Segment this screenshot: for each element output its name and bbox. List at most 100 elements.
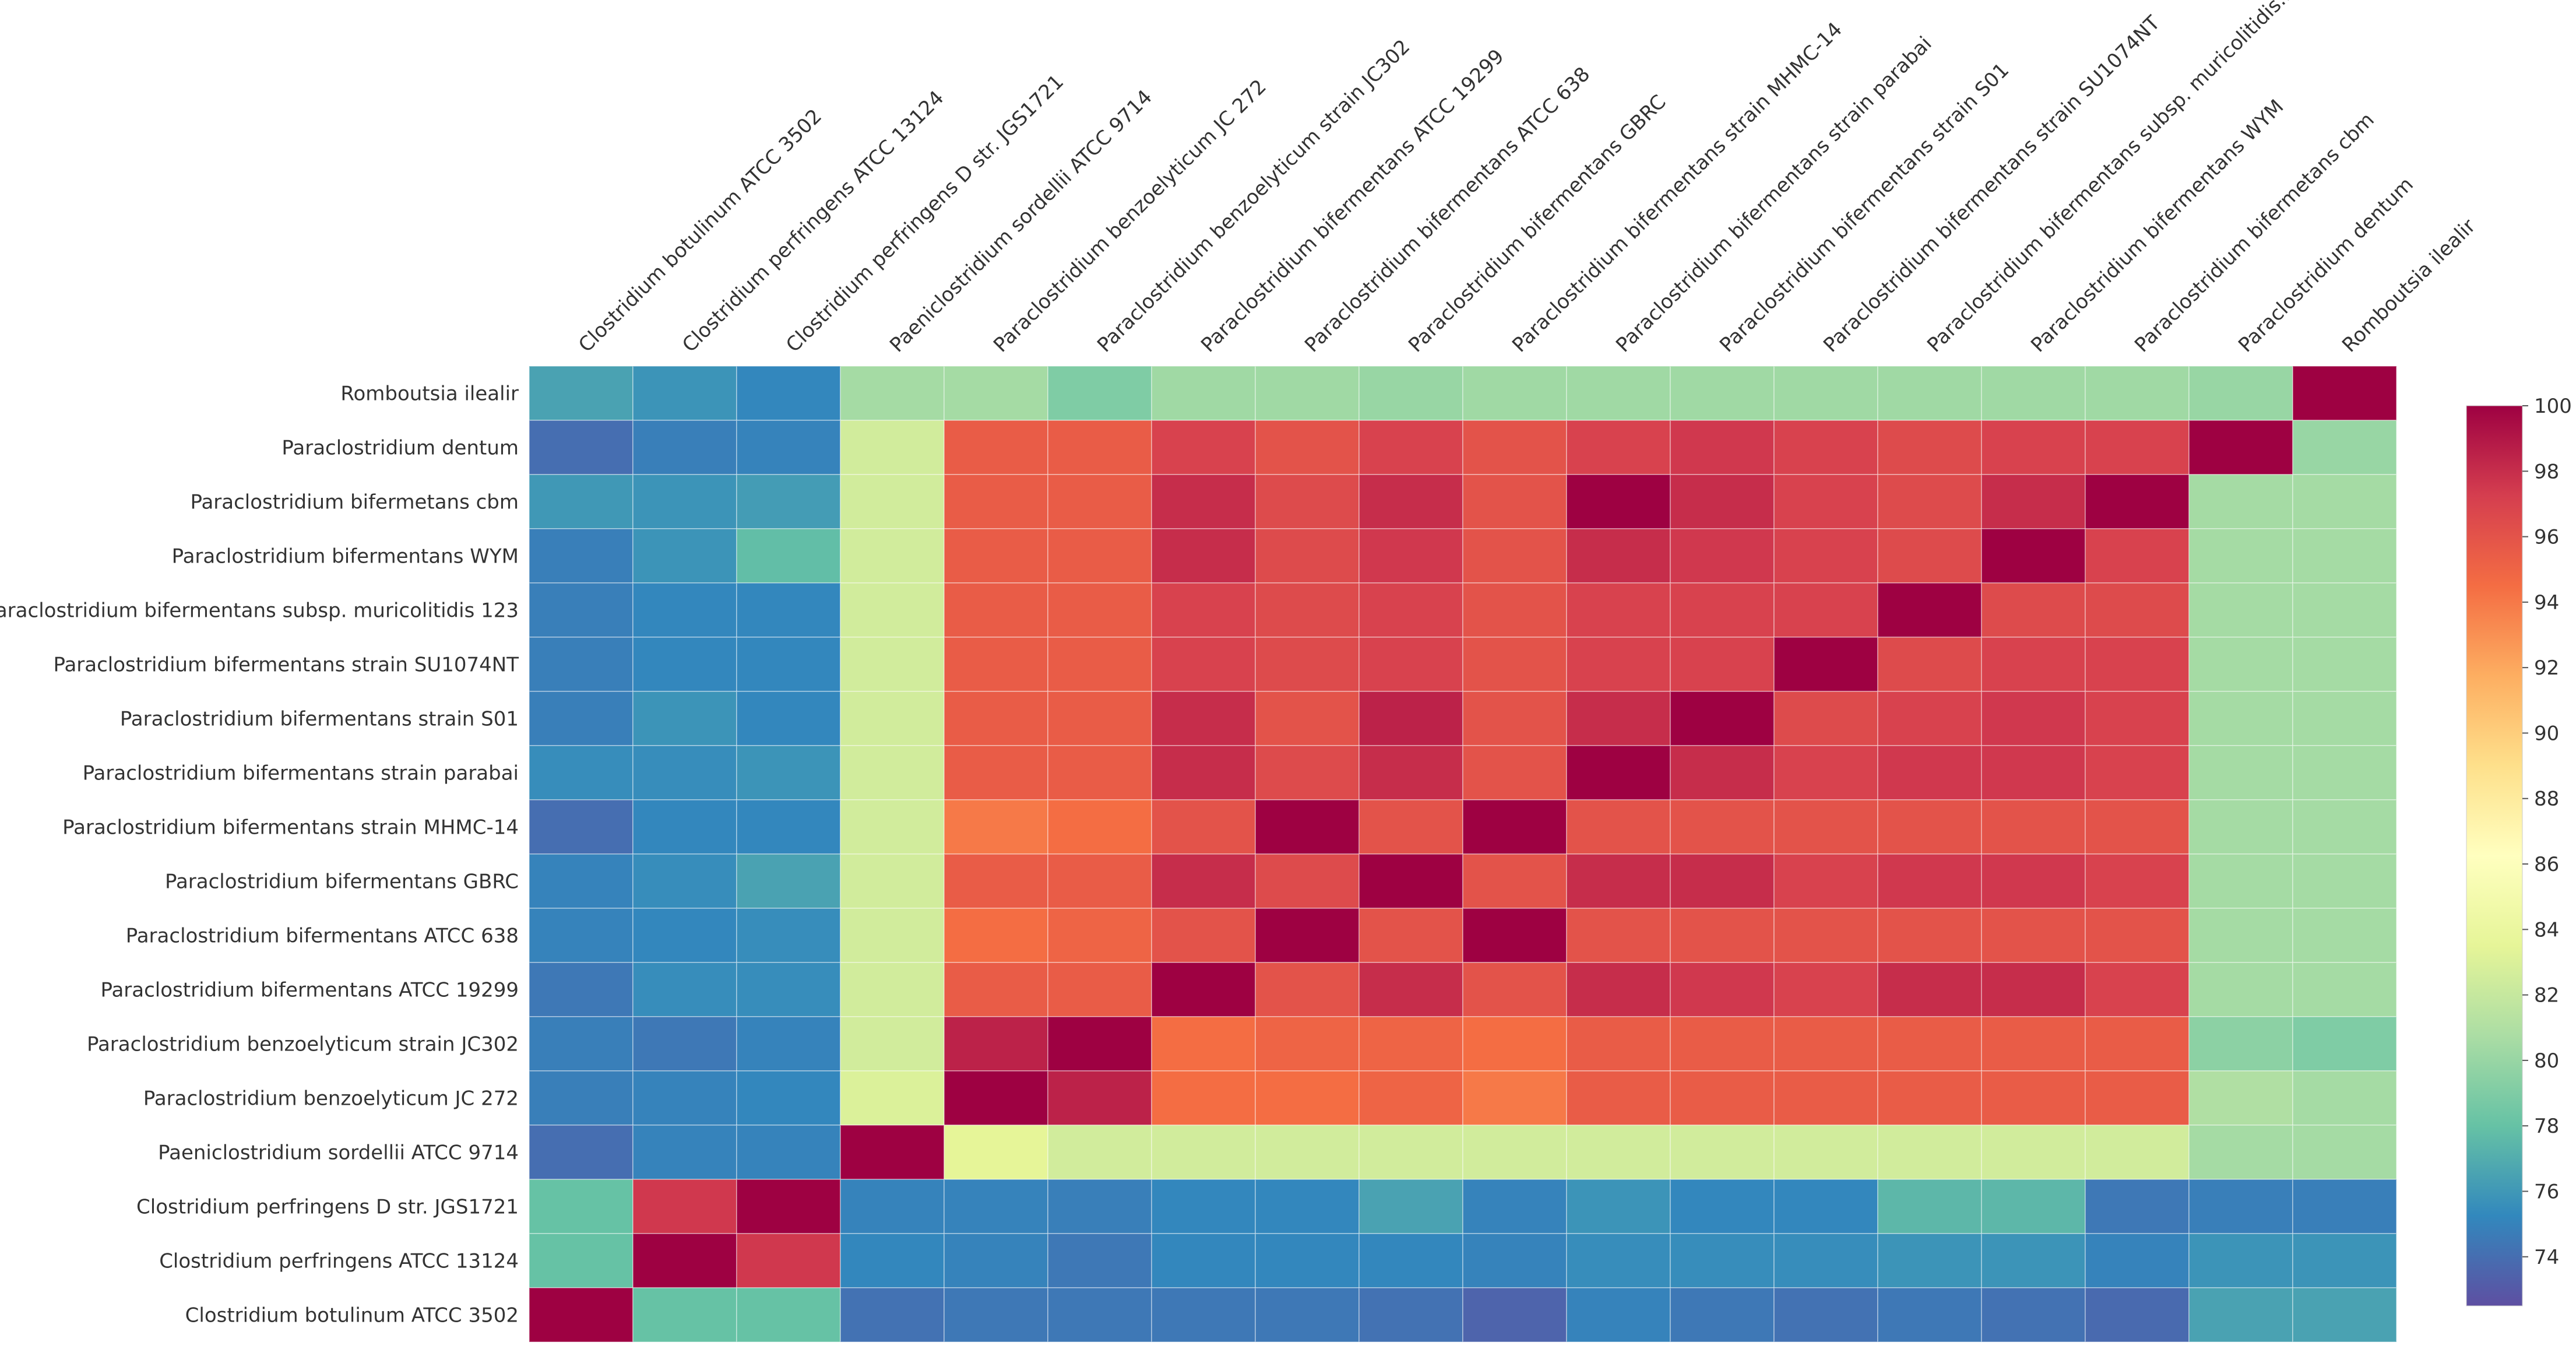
heatmap-cell bbox=[1359, 853, 1463, 909]
heatmap-cell bbox=[1047, 366, 1152, 421]
heatmap-cell bbox=[2188, 1287, 2293, 1343]
heatmap-cell bbox=[840, 582, 945, 638]
heatmap-cell bbox=[1462, 1070, 1567, 1126]
heatmap-cell bbox=[1566, 745, 1671, 800]
heatmap-cell bbox=[1047, 1287, 1152, 1343]
heatmap-cell bbox=[736, 420, 841, 475]
heatmap-cell bbox=[1670, 474, 1775, 529]
heatmap-cell bbox=[1462, 853, 1567, 909]
heatmap-cell bbox=[1773, 528, 1878, 584]
heatmap-cell bbox=[632, 366, 737, 421]
heatmap-cell bbox=[840, 1287, 945, 1343]
heatmap-cell bbox=[2188, 908, 2293, 963]
row-label: Clostridium perfringens D str. JGS1721 bbox=[136, 1196, 519, 1219]
heatmap-cell bbox=[529, 1016, 634, 1072]
heatmap-cell bbox=[736, 1179, 841, 1234]
heatmap-cell bbox=[2085, 691, 2190, 746]
heatmap-cell bbox=[1359, 366, 1463, 421]
heatmap-cell bbox=[1151, 1233, 1256, 1288]
heatmap-cell bbox=[2292, 582, 2397, 638]
heatmap-cell bbox=[944, 582, 1048, 638]
heatmap-cell bbox=[1566, 637, 1671, 692]
heatmap-cell bbox=[1359, 1179, 1463, 1234]
heatmap-cell bbox=[1047, 1125, 1152, 1180]
heatmap-cell bbox=[840, 366, 945, 421]
heatmap-cell bbox=[529, 745, 634, 800]
heatmap-cell bbox=[736, 853, 841, 909]
heatmap-cell bbox=[1877, 1070, 1982, 1126]
heatmap-cell bbox=[1773, 474, 1878, 529]
heatmap-cell bbox=[1151, 853, 1256, 909]
heatmap-cell bbox=[840, 853, 945, 909]
heatmap-cell bbox=[1981, 908, 2086, 963]
heatmap-cell bbox=[1670, 853, 1775, 909]
heatmap-cell bbox=[2085, 1287, 2190, 1343]
heatmap-cell bbox=[736, 528, 841, 584]
heatmap-cell bbox=[736, 1070, 841, 1126]
heatmap-cell bbox=[1462, 1287, 1567, 1343]
row-label: Paraclostridium bifermentans subsp. muri… bbox=[0, 599, 519, 623]
heatmap-cell bbox=[1877, 528, 1982, 584]
heatmap-cell bbox=[840, 799, 945, 855]
heatmap-cell bbox=[1566, 691, 1671, 746]
heatmap-cell bbox=[1877, 474, 1982, 529]
heatmap-cell bbox=[1670, 1070, 1775, 1126]
heatmap-cell bbox=[736, 799, 841, 855]
heatmap-cell bbox=[1981, 420, 2086, 475]
heatmap-cell bbox=[1773, 1016, 1878, 1072]
heatmap-cell bbox=[1773, 691, 1878, 746]
heatmap-cell bbox=[944, 691, 1048, 746]
heatmap-cell bbox=[2188, 745, 2293, 800]
heatmap-cell bbox=[2188, 1070, 2293, 1126]
heatmap-cell bbox=[736, 637, 841, 692]
heatmap-cell bbox=[840, 1070, 945, 1126]
heatmap-cell bbox=[2188, 420, 2293, 475]
colorbar-tick-label: 78 bbox=[2534, 1115, 2559, 1138]
heatmap-cell bbox=[736, 1125, 841, 1180]
heatmap-cell bbox=[1981, 637, 2086, 692]
heatmap-cell bbox=[1462, 474, 1567, 529]
heatmap-cell bbox=[1151, 582, 1256, 638]
row-label: Paraclostridium benzoelyticum strain JC3… bbox=[87, 1033, 519, 1056]
heatmap-cell bbox=[1462, 528, 1567, 584]
heatmap-cell bbox=[2085, 799, 2190, 855]
heatmap-cell bbox=[1670, 908, 1775, 963]
heatmap-cell bbox=[2188, 1016, 2293, 1072]
column-labels: Clostridium botulinum ATCC 3502Clostridi… bbox=[574, 0, 2480, 357]
heatmap-cell bbox=[1773, 908, 1878, 963]
heatmap-cell bbox=[1670, 528, 1775, 584]
heatmap-cell bbox=[1359, 745, 1463, 800]
heatmap-cell bbox=[632, 637, 737, 692]
heatmap-cell bbox=[1981, 474, 2086, 529]
heatmap-cell bbox=[632, 1179, 737, 1234]
heatmap-cell bbox=[944, 1070, 1048, 1126]
heatmap-cell bbox=[1773, 582, 1878, 638]
heatmap-cell bbox=[1877, 366, 1982, 421]
heatmap-cell bbox=[2188, 691, 2293, 746]
heatmap-cell bbox=[1981, 528, 2086, 584]
heatmap-cell bbox=[1566, 582, 1671, 638]
heatmap-cell bbox=[1981, 745, 2086, 800]
heatmap-cell bbox=[2085, 1179, 2190, 1234]
heatmap-cell bbox=[2085, 962, 2190, 1017]
heatmap-cell bbox=[1773, 1070, 1878, 1126]
heatmap-cell bbox=[840, 1125, 945, 1180]
heatmap-cell bbox=[2292, 528, 2397, 584]
heatmap-cell bbox=[2188, 1233, 2293, 1288]
heatmap-cell bbox=[1566, 908, 1671, 963]
heatmap-cell bbox=[529, 1287, 634, 1343]
heatmap-cell bbox=[2292, 745, 2397, 800]
heatmap-cell bbox=[1462, 691, 1567, 746]
heatmap-cell bbox=[1877, 962, 1982, 1017]
heatmap-cell bbox=[1359, 420, 1463, 475]
heatmap-cell bbox=[2085, 420, 2190, 475]
heatmap-cell bbox=[632, 799, 737, 855]
heatmap-cell bbox=[840, 420, 945, 475]
heatmap-cell bbox=[1151, 691, 1256, 746]
colorbar-tick-label: 84 bbox=[2534, 918, 2559, 942]
heatmap-cell bbox=[1255, 420, 1360, 475]
heatmap-cell bbox=[1566, 799, 1671, 855]
heatmap-cell bbox=[1877, 799, 1982, 855]
row-label: Paraclostridium bifermentans strain S01 bbox=[120, 708, 519, 731]
heatmap-cell bbox=[1877, 582, 1982, 638]
